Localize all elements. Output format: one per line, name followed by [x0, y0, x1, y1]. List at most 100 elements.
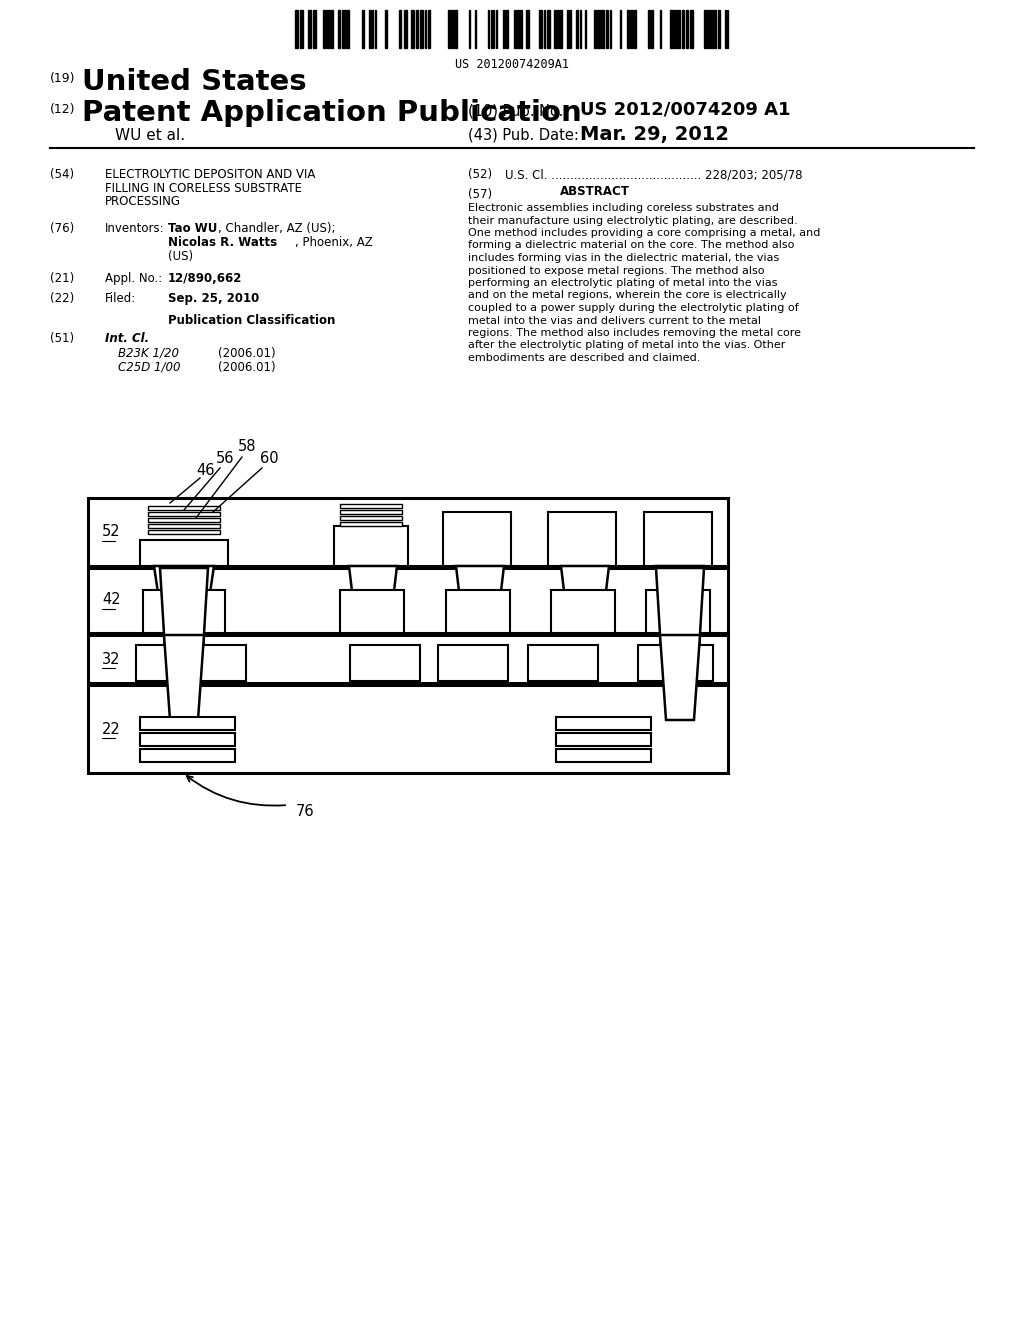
Bar [644, 512, 712, 566]
Bar [438, 645, 508, 681]
Bar [726, 11, 728, 48]
Bar [148, 531, 220, 535]
Text: Sep. 25, 2010: Sep. 25, 2010 [168, 292, 259, 305]
Bar [346, 11, 348, 48]
Bar [299, 11, 302, 48]
Text: (54): (54) [50, 168, 74, 181]
Text: (US): (US) [168, 249, 194, 263]
Text: PROCESSING: PROCESSING [105, 195, 181, 209]
Text: 42: 42 [102, 593, 121, 607]
Bar [490, 11, 492, 48]
Bar [443, 512, 511, 566]
Text: Tao WU: Tao WU [168, 222, 217, 235]
Text: performing an electrolytic plating of metal into the vias: performing an electrolytic plating of me… [468, 279, 777, 288]
Bar [313, 11, 316, 48]
Text: 32: 32 [102, 652, 121, 667]
Text: metal into the vias and delivers current to the metal: metal into the vias and delivers current… [468, 315, 761, 326]
Text: 60: 60 [260, 451, 279, 466]
Text: (57): (57) [468, 187, 493, 201]
Bar [404, 11, 407, 48]
Bar [340, 510, 402, 513]
Text: (22): (22) [50, 292, 75, 305]
Bar [308, 11, 311, 48]
Text: 22: 22 [102, 722, 121, 737]
Bar [454, 11, 457, 48]
Bar [556, 11, 557, 48]
Bar [503, 11, 505, 48]
Text: 58: 58 [238, 440, 256, 454]
Bar [648, 11, 649, 48]
Bar [670, 11, 673, 48]
Text: (76): (76) [50, 222, 75, 235]
Text: 56: 56 [216, 451, 234, 466]
Text: (2006.01): (2006.01) [218, 360, 275, 374]
Bar [411, 11, 414, 48]
Bar [140, 717, 234, 730]
Text: FILLING IN CORELESS SUBSTRATE: FILLING IN CORELESS SUBSTRATE [105, 181, 302, 194]
Bar [340, 504, 402, 508]
Text: Patent Application Publication: Patent Application Publication [82, 99, 582, 127]
Bar [551, 590, 615, 634]
Text: 52: 52 [102, 524, 121, 540]
Text: U.S. Cl. ........................................ 228/203; 205/78: U.S. Cl. ...............................… [505, 168, 803, 181]
Bar [597, 11, 599, 48]
Bar [334, 525, 408, 566]
Bar [525, 11, 528, 48]
Text: Inventors:: Inventors: [105, 222, 165, 235]
Polygon shape [456, 566, 504, 634]
Bar [140, 733, 234, 746]
Text: and on the metal regions, wherein the core is electrically: and on the metal regions, wherein the co… [468, 290, 786, 301]
Text: their manufacture using electrolytic plating, are described.: their manufacture using electrolytic pla… [468, 215, 798, 226]
Bar [575, 11, 578, 48]
Bar [88, 685, 728, 774]
Bar [140, 540, 228, 566]
Bar [385, 11, 386, 48]
Text: (12): (12) [50, 103, 76, 116]
Bar [148, 524, 220, 528]
Text: ABSTRACT: ABSTRACT [560, 185, 630, 198]
Bar [451, 11, 453, 48]
Text: (10) Pub. No.:: (10) Pub. No.: [468, 103, 568, 117]
Bar [674, 11, 676, 48]
Bar [585, 11, 586, 48]
Text: embodiments are described and claimed.: embodiments are described and claimed. [468, 352, 700, 363]
Bar [148, 517, 220, 521]
Polygon shape [349, 566, 397, 634]
Bar [638, 645, 713, 681]
Bar [606, 11, 608, 48]
Text: forming a dielectric material on the core. The method also: forming a dielectric material on the cor… [468, 240, 795, 251]
Polygon shape [561, 566, 609, 634]
Text: C25D 1/00: C25D 1/00 [118, 360, 180, 374]
Text: Int. Cl.: Int. Cl. [105, 333, 150, 345]
Bar [559, 11, 561, 48]
Bar [556, 717, 651, 730]
Text: 46: 46 [196, 463, 214, 478]
Text: includes forming vias in the dielectric material, the vias: includes forming vias in the dielectric … [468, 253, 779, 263]
Bar [323, 11, 326, 48]
Bar [690, 11, 693, 48]
Bar [88, 635, 728, 682]
Bar [548, 512, 616, 566]
Polygon shape [164, 635, 204, 719]
Text: (21): (21) [50, 272, 75, 285]
Text: (43) Pub. Date:: (43) Pub. Date: [468, 128, 579, 143]
Bar [361, 11, 364, 48]
Bar [148, 512, 220, 516]
Bar [338, 11, 340, 48]
Text: Publication Classification: Publication Classification [168, 314, 336, 327]
Text: Nicolas R. Watts: Nicolas R. Watts [168, 236, 278, 249]
Text: Mar. 29, 2012: Mar. 29, 2012 [580, 125, 729, 144]
Text: (19): (19) [50, 73, 76, 84]
Bar [88, 568, 728, 634]
Text: , Chandler, AZ (US);: , Chandler, AZ (US); [218, 222, 336, 235]
Bar [340, 521, 402, 525]
Text: B23K 1/20: B23K 1/20 [118, 347, 179, 360]
Bar [556, 748, 651, 762]
Bar [705, 11, 707, 48]
Bar [677, 11, 680, 48]
Bar [341, 11, 344, 48]
Bar [136, 645, 246, 681]
Bar [520, 11, 522, 48]
Bar [427, 11, 429, 48]
Bar [369, 11, 371, 48]
